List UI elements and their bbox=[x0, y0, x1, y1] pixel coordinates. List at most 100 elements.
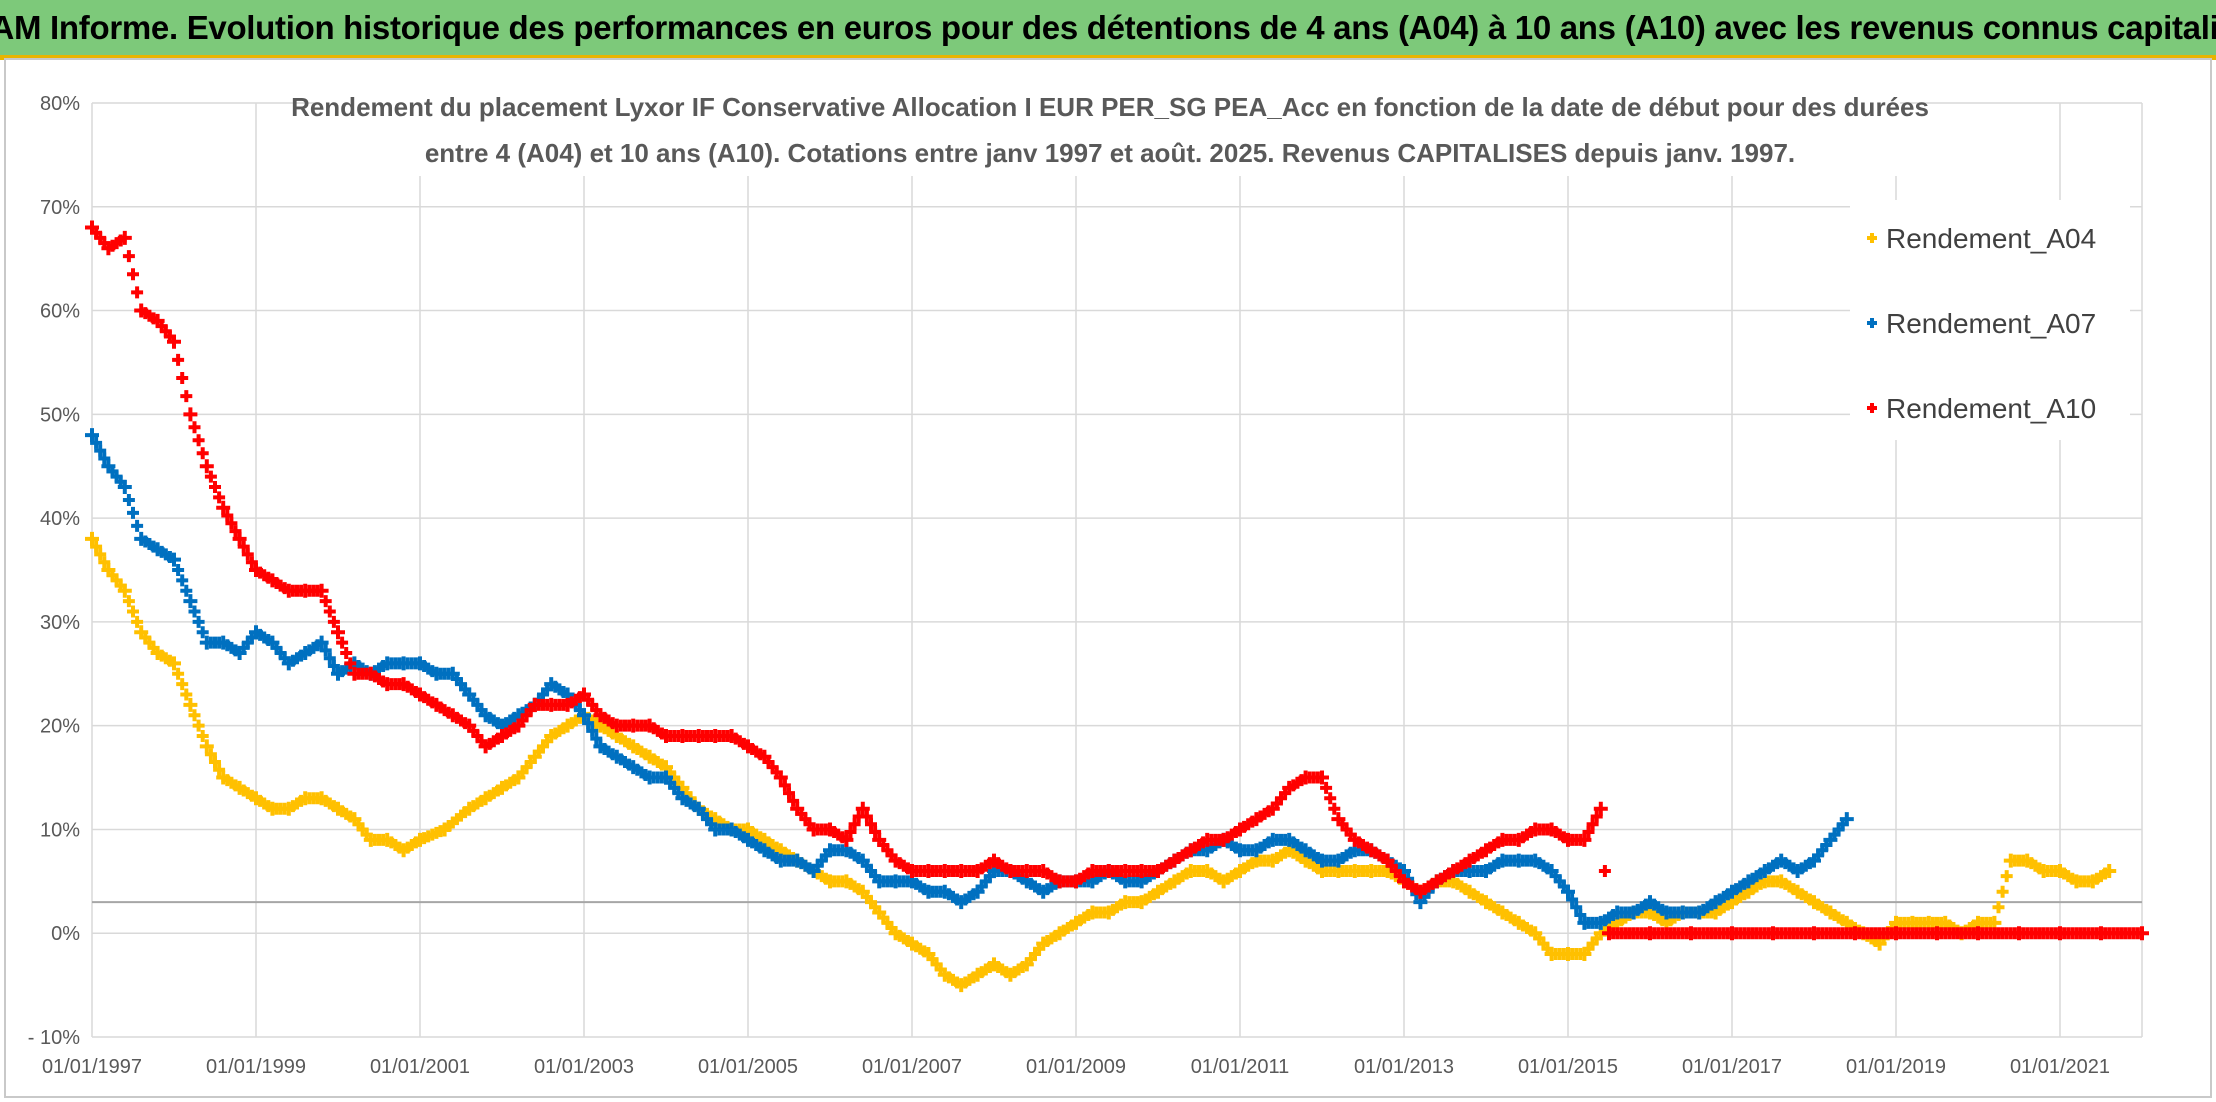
rendement-a04-point bbox=[2000, 870, 2013, 883]
rendement-a04-point bbox=[1992, 901, 2005, 914]
x-tick-label: 01/01/1997 bbox=[42, 1056, 142, 1078]
rendement-a10-point bbox=[1328, 802, 1341, 815]
y-tick-label: 50% bbox=[40, 404, 80, 426]
rendement-a10-point bbox=[172, 353, 185, 366]
rendement-a10-point bbox=[180, 390, 193, 403]
rendement-a04-point bbox=[188, 709, 201, 722]
rendement-a07-point bbox=[314, 635, 329, 650]
legend-label: Rendement_A04 bbox=[1886, 223, 2096, 254]
rendement-a10-point bbox=[344, 657, 357, 670]
rendement-a10-point bbox=[1590, 810, 1603, 823]
rendement-a04-point bbox=[183, 697, 198, 712]
rendement-a10-point bbox=[1593, 801, 1608, 816]
x-axis-ticks: 01/01/1997 01/01/1999 01/01/2001 01/01/2003… bbox=[42, 1056, 2110, 1078]
rendement-a04-point bbox=[127, 605, 139, 618]
series-rendement-a04 bbox=[85, 531, 2117, 993]
y-tick-label: 10% bbox=[40, 819, 80, 841]
series-rendement-a10 bbox=[85, 220, 2149, 941]
rendement-a07-point bbox=[1839, 812, 1854, 827]
chart-subtitle-line2: entre 4 (A04) et 10 ans (A10). Cotations… bbox=[425, 138, 1795, 168]
report-header: ADAM Informe. Evolution historique des p… bbox=[0, 0, 2216, 58]
rendement-a07-point bbox=[327, 659, 340, 672]
rendement-a10-point bbox=[839, 832, 854, 847]
rendement-a10-point bbox=[869, 826, 882, 839]
rendement-a07-point bbox=[183, 594, 198, 609]
series-rendement-a07 bbox=[85, 428, 1854, 930]
rendement-a04-point bbox=[213, 763, 226, 776]
rendement-a10-point bbox=[188, 421, 201, 434]
rendement-a07-point bbox=[90, 436, 103, 449]
rendement-a10-point bbox=[787, 794, 800, 807]
legend-marker bbox=[1867, 233, 1877, 243]
rendement-a07-point bbox=[131, 519, 144, 532]
rendement-a10-point bbox=[131, 286, 144, 299]
y-tick-label: 70% bbox=[40, 197, 80, 219]
subtitle-background bbox=[320, 86, 1900, 176]
rendement-a10-point bbox=[1320, 781, 1333, 794]
rendement-a04-point bbox=[196, 730, 209, 743]
rendement-a07-point bbox=[85, 428, 99, 443]
rendement-a04-point bbox=[2102, 863, 2117, 878]
rendement-a04-point bbox=[122, 595, 135, 608]
rendement-a04-point bbox=[90, 540, 103, 553]
rendement-a10-point bbox=[1577, 832, 1592, 847]
x-tick-label: 01/01/2009 bbox=[1026, 1056, 1126, 1078]
x-tick-label: 01/01/2017 bbox=[1682, 1056, 1782, 1078]
rendement-a04-point bbox=[172, 667, 185, 680]
rendement-a07-point bbox=[590, 732, 603, 745]
rendement-a10-point bbox=[213, 491, 226, 504]
rendement-a10-point bbox=[860, 810, 873, 823]
rendement-a10-point bbox=[2135, 926, 2149, 941]
rendement-a10-point bbox=[778, 779, 791, 792]
rendement-a07-point bbox=[176, 574, 189, 587]
rendement-a07-point bbox=[582, 717, 595, 730]
rendement-a07-point bbox=[323, 652, 336, 665]
x-tick-label: 01/01/2013 bbox=[1354, 1056, 1454, 1078]
rendement-a10-point bbox=[1582, 826, 1595, 839]
rendement-a04-point bbox=[176, 678, 189, 691]
chart-subtitle-line1: Rendement du placement Lyxor IF Conserva… bbox=[291, 92, 1929, 122]
rendement-a07-point bbox=[1574, 909, 1587, 922]
rendement-a10-point bbox=[783, 787, 795, 800]
rendement-a10-point bbox=[216, 500, 231, 515]
rendement-a10-point bbox=[167, 334, 181, 349]
rendement-a04-point bbox=[117, 583, 132, 598]
x-tick-label: 01/01/1999 bbox=[206, 1056, 306, 1078]
rendement-a04-point bbox=[131, 615, 144, 628]
rendement-a07-point bbox=[192, 615, 205, 628]
y-tick-label: 30% bbox=[40, 612, 80, 634]
rendement-a07-point bbox=[172, 564, 185, 576]
rendement-a10-point bbox=[855, 801, 870, 816]
rendement-a07-point bbox=[98, 452, 111, 465]
y-tick-label: 40% bbox=[40, 508, 80, 530]
rendement-a07-point bbox=[319, 644, 332, 657]
rendement-a10-point bbox=[225, 517, 238, 530]
x-tick-label: 01/01/2007 bbox=[862, 1056, 962, 1078]
rendement-a07-point bbox=[196, 626, 209, 639]
rendement-a10-point bbox=[176, 372, 189, 385]
rendement-a07-point bbox=[117, 479, 132, 494]
rendement-a04-point bbox=[180, 688, 193, 701]
rendement-a07-point bbox=[1561, 884, 1575, 899]
rendement-a10-point bbox=[773, 770, 788, 785]
rendement-a10-point bbox=[319, 595, 332, 608]
y-tick-label: 20% bbox=[40, 716, 80, 738]
rendement-a10-point bbox=[1324, 792, 1337, 805]
legend-marker bbox=[1867, 403, 1877, 413]
rendement-a04-point bbox=[1996, 885, 2009, 898]
rendement-a10-point bbox=[229, 525, 242, 538]
legend-label: Rendement_A07 bbox=[1886, 308, 2096, 339]
y-tick-label: 80% bbox=[40, 93, 80, 115]
x-tick-label: 01/01/2003 bbox=[534, 1056, 634, 1078]
rendement-a10-point bbox=[331, 625, 345, 640]
x-tick-label: 01/01/2011 bbox=[1191, 1056, 1290, 1078]
rendement-a10-point bbox=[336, 636, 349, 649]
y-axis-ticks: - 10% 0% 10% 20% 30% 40% 50% 60% 70% 80% bbox=[28, 93, 80, 1049]
x-tick-label: 01/01/2019 bbox=[1846, 1056, 1946, 1078]
rendement-a04-point bbox=[209, 755, 221, 768]
rendement-a10-point bbox=[237, 540, 250, 553]
chart-legend: Rendement_A04 Rendement_A07 Rendement_A10 bbox=[1850, 200, 2130, 440]
rendement-a10-point bbox=[183, 407, 198, 422]
rendement-a10-point bbox=[192, 434, 205, 447]
